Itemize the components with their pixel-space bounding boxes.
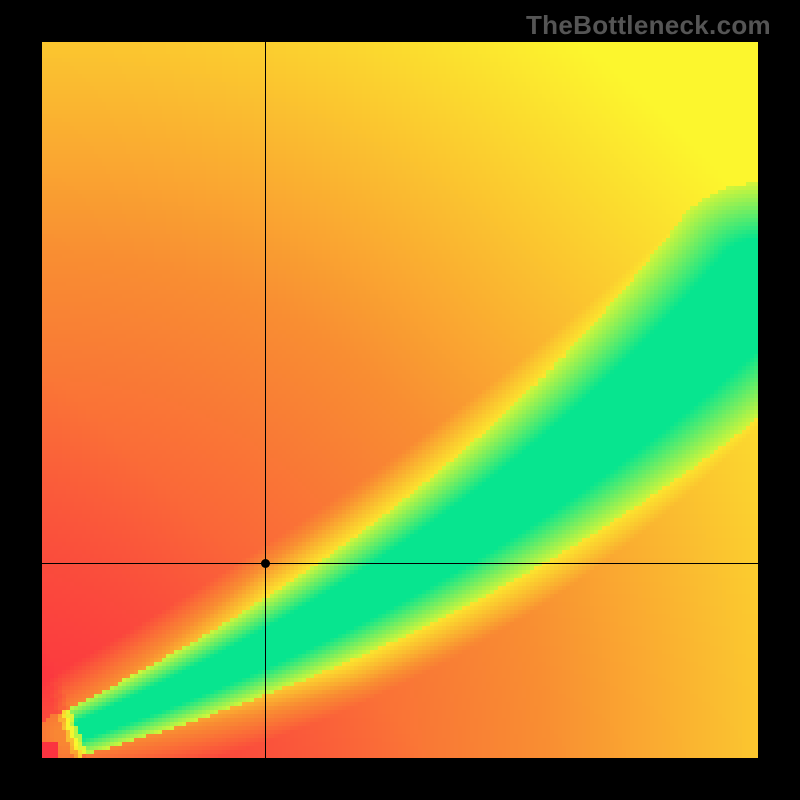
crosshair-marker	[261, 559, 270, 568]
bottleneck-heatmap	[42, 42, 758, 758]
crosshair-horizontal	[42, 563, 758, 564]
chart-container: TheBottleneck.com	[0, 0, 800, 800]
watermark-text: TheBottleneck.com	[526, 10, 771, 41]
crosshair-vertical	[265, 42, 266, 758]
